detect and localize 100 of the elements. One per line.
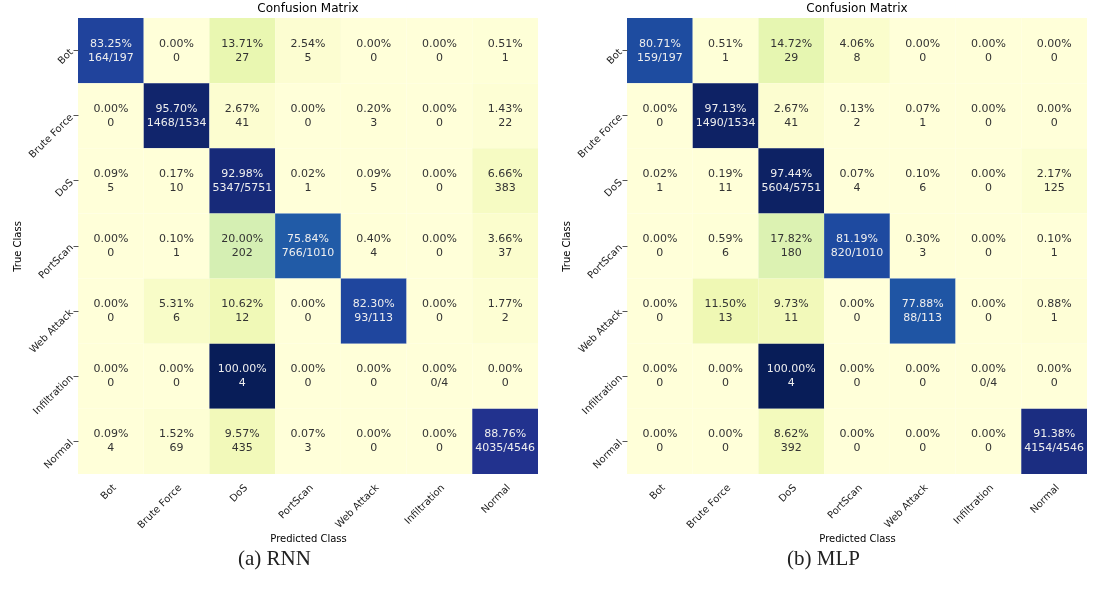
- annotation: 41: [783, 115, 798, 129]
- data-label: 0.00%: [839, 362, 874, 376]
- data-label: 13.71%: [220, 36, 263, 50]
- data-label: 0.00%: [355, 362, 391, 376]
- annotation: 0: [304, 311, 311, 325]
- data-label: 0.07%: [290, 427, 325, 441]
- annotation: 0: [655, 246, 663, 259]
- annotation: 125: [1043, 180, 1065, 194]
- annotation: 37: [497, 246, 512, 259]
- data-label: 0.00%: [421, 297, 457, 311]
- annotation: 4035/4546: [474, 441, 535, 455]
- data-label: 10.62%: [220, 297, 263, 311]
- data-label: 0.00%: [421, 166, 457, 180]
- annotation: 10: [169, 180, 184, 194]
- annotation: 1490/1534: [695, 115, 755, 129]
- data-label: 0.00%: [904, 36, 940, 50]
- annotation: 0: [655, 441, 663, 455]
- annotation: 0: [721, 441, 729, 455]
- chart-title: Confusion Matrix: [256, 1, 359, 15]
- data-label: 95.70%: [155, 101, 198, 115]
- annotation: 0: [853, 441, 860, 455]
- data-label: 97.13%: [704, 101, 747, 115]
- data-label: 0.00%: [421, 427, 457, 441]
- annotation: 0: [1050, 376, 1058, 390]
- annotation: 11: [718, 180, 733, 194]
- annotation: 0: [369, 376, 377, 390]
- y-axis-title: True Class: [560, 221, 572, 273]
- annotation: 0: [172, 376, 180, 390]
- data-label: 0.00%: [970, 36, 1006, 50]
- data-label: 0.02%: [641, 166, 677, 180]
- annotation: 5604/5751: [760, 180, 821, 194]
- data-label: 0.00%: [92, 101, 128, 115]
- data-label: 0.88%: [1036, 297, 1072, 311]
- annotation: 0: [984, 50, 992, 64]
- x-axis-title: Predicted Class: [269, 533, 347, 545]
- annotation: 5347/5751: [211, 180, 272, 194]
- annotation: 0: [435, 441, 443, 455]
- data-label: 1.52%: [158, 427, 194, 441]
- data-label: 0.00%: [355, 36, 391, 50]
- annotation: 5: [369, 180, 377, 194]
- annotation: 0: [853, 376, 860, 390]
- annotation: 1: [172, 246, 180, 259]
- data-label: 0.00%: [707, 427, 743, 441]
- annotation: 0: [984, 180, 992, 194]
- data-label: 91.38%: [1032, 427, 1075, 441]
- data-label: 0.10%: [1036, 232, 1072, 245]
- data-label: 0.00%: [487, 362, 523, 376]
- data-label: 0.00%: [970, 297, 1006, 311]
- data-label: 4.06%: [839, 36, 874, 50]
- data-label: 1.77%: [487, 297, 523, 311]
- annotation: 180: [780, 246, 802, 259]
- data-label: 0.00%: [970, 362, 1006, 376]
- y-tick-label: Bot: [603, 46, 624, 67]
- data-label: 5.31%: [158, 297, 194, 311]
- annotation: 0: [106, 246, 114, 259]
- annotation: 4154/4546: [1023, 441, 1084, 455]
- annotation: 820/1010: [830, 246, 883, 259]
- data-label: 2.67%: [224, 101, 260, 115]
- annotation: 0: [655, 115, 663, 129]
- annotation: 0: [435, 246, 443, 259]
- annotation: 8: [853, 50, 860, 64]
- data-label: 6.66%: [487, 166, 523, 180]
- annotation: 29: [783, 50, 798, 64]
- data-label: 0.59%: [707, 232, 743, 245]
- data-label: 2.67%: [773, 101, 809, 115]
- annotation: 202: [231, 246, 253, 259]
- data-label: 0.10%: [904, 166, 940, 180]
- annotation: 0: [435, 115, 443, 129]
- data-label: 0.02%: [290, 166, 325, 180]
- data-label: 80.71%: [638, 36, 681, 50]
- annotation: 0/4: [979, 376, 997, 390]
- annotation: 0: [304, 376, 311, 390]
- annotation: 0/4: [430, 376, 448, 390]
- annotation: 0: [435, 180, 443, 194]
- data-label: 0.00%: [707, 362, 743, 376]
- data-label: 17.82%: [769, 232, 812, 245]
- data-label: 9.73%: [773, 297, 809, 311]
- data-label: 0.00%: [290, 101, 325, 115]
- data-label: 2.54%: [290, 36, 325, 50]
- annotation: 392: [780, 441, 802, 455]
- annotation: 3: [304, 441, 311, 455]
- annotation: 1: [918, 115, 926, 129]
- annotation: 1468/1534: [146, 115, 206, 129]
- annotation: 0: [1050, 115, 1058, 129]
- annotation: 12: [234, 311, 249, 325]
- data-label: 0.20%: [355, 101, 391, 115]
- data-label: 81.19%: [835, 232, 878, 245]
- annotation: 93/113: [353, 311, 393, 325]
- annotation: 0: [435, 50, 443, 64]
- x-tick-label: Bot: [97, 481, 118, 502]
- y-axis-title: True Class: [11, 221, 23, 273]
- data-label: 2.17%: [1036, 166, 1072, 180]
- data-label: 0.00%: [641, 297, 677, 311]
- annotation: 0: [501, 376, 509, 390]
- data-label: 0.51%: [487, 36, 523, 50]
- data-label: 75.84%: [286, 232, 329, 245]
- annotation: 0: [1050, 50, 1058, 64]
- annotation: 6: [918, 180, 926, 194]
- data-label: 0.00%: [641, 427, 677, 441]
- data-label: 8.62%: [773, 427, 809, 441]
